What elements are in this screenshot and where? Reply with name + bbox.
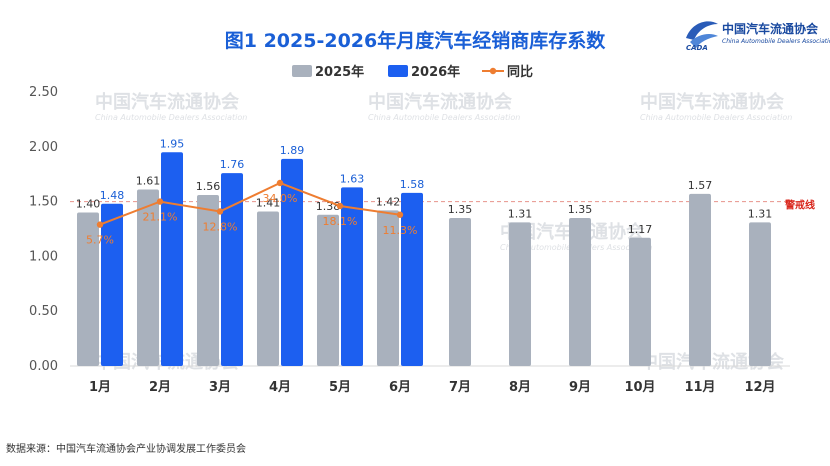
yoy-polyline <box>99 181 401 226</box>
x-tick-label: 2月 <box>149 380 171 395</box>
x-tick-label: 6月 <box>389 380 411 395</box>
legend-swatch-2026 <box>388 65 408 77</box>
yoy-point <box>216 208 224 215</box>
watermark-group: 中国汽车流通协会 China Automobile Dealers Associ… <box>95 91 792 373</box>
yoy-label: 12.8% <box>203 220 238 233</box>
bar-2025-label: 1.35 <box>448 203 473 216</box>
yoy-label: 34.0% <box>263 192 298 205</box>
bar-2026-label: 1.63 <box>340 172 365 185</box>
svg-text:CADA: CADA <box>686 44 708 52</box>
x-tick-label: 12月 <box>744 380 775 395</box>
bar-2026 <box>401 192 423 366</box>
bar-2026-label: 1.95 <box>160 137 185 150</box>
bar-2025-label: 1.40 <box>76 198 101 211</box>
watermark-text-en: China Automobile Dealers Association <box>368 113 520 122</box>
bar-2025-label: 1.61 <box>136 175 161 188</box>
legend-swatch-yoy-dot <box>489 67 497 75</box>
watermark-text: 中国汽车流通协会 <box>95 91 239 113</box>
yoy-label: 18.1% <box>323 215 358 228</box>
bar-2026-label: 1.58 <box>400 178 425 191</box>
bar-2026 <box>281 158 303 366</box>
x-tick-label: 7月 <box>449 380 471 395</box>
bar-2026 <box>341 187 363 366</box>
x-tick-label: 5月 <box>329 380 351 395</box>
watermark-text: 中国汽车流通协会 <box>368 91 512 113</box>
x-tick-label: 11月 <box>684 380 715 395</box>
warning-line: 警戒线 <box>70 199 815 212</box>
yoy-label: 11.3% <box>383 224 418 237</box>
watermark-text-en: China Automobile Dealers Association <box>640 113 792 122</box>
yoy-point <box>96 221 104 228</box>
bar-2025-label: 1.41 <box>256 196 281 209</box>
bar-2025 <box>449 218 471 366</box>
y-tick-label: 1.00 <box>29 249 58 264</box>
bar-2025 <box>509 222 531 366</box>
yoy-line: 5.7% 21.1% 12.8% 34.0% 18.1% 11.3% <box>86 179 418 247</box>
bar-2025-label: 1.31 <box>748 207 773 220</box>
bar-2025-label: 1.35 <box>568 203 593 216</box>
legend-swatch-2025 <box>292 65 312 77</box>
bar-2026 <box>101 203 123 366</box>
yoy-point <box>336 202 344 210</box>
bar-2026-label: 1.76 <box>220 158 245 171</box>
source-note: 数据来源：中国汽车流通协会产业协调发展工作委员会 <box>6 442 246 455</box>
bar-2025-label: 1.17 <box>628 223 653 236</box>
x-tick-label: 9月 <box>569 380 591 395</box>
bar-2025 <box>137 189 159 366</box>
yoy-point <box>276 179 284 187</box>
bar-2025 <box>77 212 99 366</box>
y-tick-label: 1.50 <box>29 195 58 210</box>
chart-title: 图1 2025-2026年月度汽车经销商库存系数 <box>225 29 606 52</box>
x-tick-label: 3月 <box>209 380 231 395</box>
bar-2025 <box>569 218 591 366</box>
yoy-point <box>396 211 404 218</box>
legend-label-2026: 2026年 <box>411 64 460 80</box>
y-tick-label: 0.50 <box>29 304 58 319</box>
bar-2025 <box>197 195 219 366</box>
x-tick-label: 4月 <box>269 380 291 395</box>
x-tick-label: 10月 <box>624 380 655 395</box>
y-tick-label: 0.00 <box>29 359 58 374</box>
bar-2026 <box>161 152 183 366</box>
x-tick-label: 8月 <box>509 380 531 395</box>
bar-2025-label: 1.42 <box>376 195 401 208</box>
bars: 1.401.481.611.951.561.761.411.891.381.63… <box>76 137 773 366</box>
y-tick-label: 2.50 <box>29 85 58 100</box>
legend-label-2025: 2025年 <box>315 64 364 80</box>
yoy-label: 21.1% <box>143 211 178 224</box>
logo: CADA 中国汽车流通协会 China Automobile Dealers A… <box>686 21 830 52</box>
watermark-text-en: China Automobile Dealers Association <box>95 113 247 122</box>
logo-name-en: China Automobile Dealers Association <box>722 38 830 45</box>
bar-2025 <box>689 193 711 366</box>
legend: 2025年 2026年 同比 <box>292 64 533 80</box>
bar-2025 <box>749 222 771 366</box>
yoy-point <box>156 198 164 205</box>
y-axis: 0.00 0.50 1.00 1.50 2.00 2.50 <box>29 85 58 374</box>
bar-2026-label: 1.89 <box>280 144 305 157</box>
watermark-text: 中国汽车流通协会 <box>640 351 784 373</box>
x-tick-label: 1月 <box>89 380 111 395</box>
bar-2025-label: 1.31 <box>508 207 533 220</box>
warning-line-label: 警戒线 <box>784 199 815 212</box>
bar-2025 <box>257 211 279 366</box>
yoy-label: 5.7% <box>86 234 114 247</box>
logo-name-cn: 中国汽车流通协会 <box>722 21 819 36</box>
bar-2025 <box>317 214 339 366</box>
logo-emblem-icon: CADA <box>686 21 718 52</box>
bar-2025-label: 1.56 <box>196 180 221 193</box>
y-tick-label: 2.00 <box>29 140 58 155</box>
bar-2025 <box>629 237 651 366</box>
watermark-text: 中国汽车流通协会 <box>640 91 784 113</box>
legend-label-yoy: 同比 <box>507 64 533 80</box>
bar-2025 <box>377 210 399 366</box>
bar-2025-label: 1.57 <box>688 179 713 192</box>
bar-2026 <box>221 173 243 366</box>
bar-2026-label: 1.48 <box>100 189 125 202</box>
x-axis: 1月 2月 3月 4月 5月 6月 7月 8月 9月 10月 11月 12月 <box>89 380 776 395</box>
